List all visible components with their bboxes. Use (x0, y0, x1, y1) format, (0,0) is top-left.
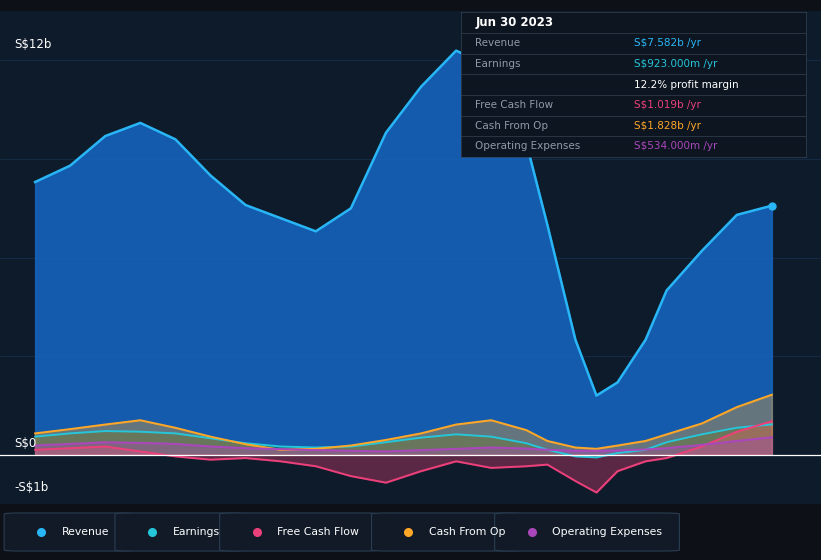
Text: Revenue: Revenue (475, 38, 521, 48)
Text: -S$1b: -S$1b (14, 481, 48, 494)
Text: S$923.000m /yr: S$923.000m /yr (634, 59, 718, 69)
FancyBboxPatch shape (494, 513, 680, 551)
Text: S$534.000m /yr: S$534.000m /yr (634, 142, 718, 152)
Text: 12.2% profit margin: 12.2% profit margin (634, 80, 738, 90)
Text: Earnings: Earnings (172, 527, 219, 537)
FancyBboxPatch shape (372, 513, 524, 551)
Text: Free Cash Flow: Free Cash Flow (475, 100, 553, 110)
Text: Jun 30 2023: Jun 30 2023 (475, 16, 553, 29)
Text: S$12b: S$12b (14, 38, 52, 50)
Text: Revenue: Revenue (62, 527, 109, 537)
Text: S$7.582b /yr: S$7.582b /yr (634, 38, 701, 48)
Text: Free Cash Flow: Free Cash Flow (277, 527, 359, 537)
FancyBboxPatch shape (4, 513, 135, 551)
Text: Operating Expenses: Operating Expenses (475, 142, 580, 152)
Text: Earnings: Earnings (475, 59, 521, 69)
Text: S$1.828b /yr: S$1.828b /yr (634, 121, 701, 131)
Text: Cash From Op: Cash From Op (429, 527, 506, 537)
FancyBboxPatch shape (115, 513, 246, 551)
Text: S$1.019b /yr: S$1.019b /yr (634, 100, 700, 110)
Text: Operating Expenses: Operating Expenses (552, 527, 662, 537)
Text: S$0: S$0 (14, 437, 36, 450)
FancyBboxPatch shape (220, 513, 379, 551)
Text: Cash From Op: Cash From Op (475, 121, 548, 131)
